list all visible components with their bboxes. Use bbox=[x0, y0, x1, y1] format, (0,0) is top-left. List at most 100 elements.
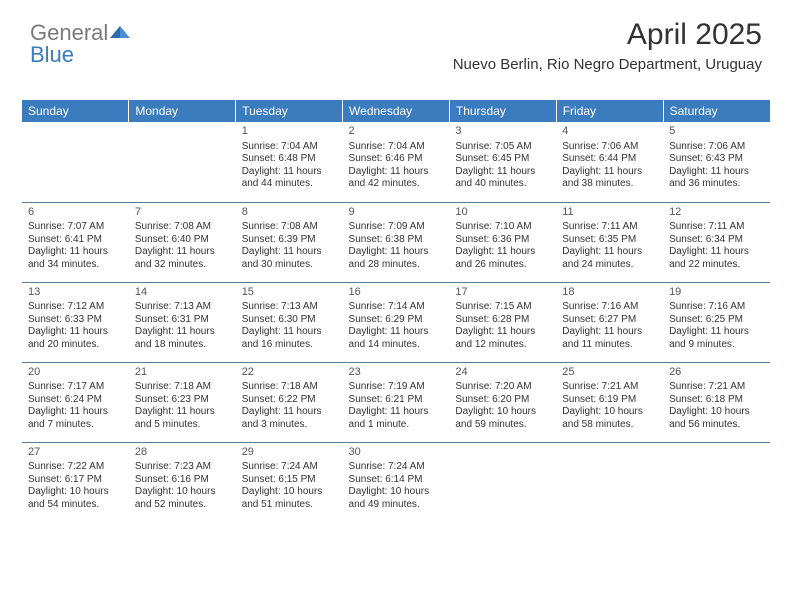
calendar-day-cell: 21Sunrise: 7:18 AMSunset: 6:23 PMDayligh… bbox=[129, 362, 236, 442]
sunrise-text: Sunrise: 7:22 AM bbox=[28, 461, 123, 474]
sunrise-text: Sunrise: 7:11 AM bbox=[669, 221, 764, 234]
header-wednesday: Wednesday bbox=[343, 100, 450, 122]
sunrise-text: Sunrise: 7:20 AM bbox=[455, 381, 550, 394]
sunrise-text: Sunrise: 7:13 AM bbox=[135, 301, 230, 314]
day-number: 2 bbox=[349, 125, 444, 139]
day-number: 12 bbox=[669, 206, 764, 220]
sunrise-text: Sunrise: 7:04 AM bbox=[242, 141, 337, 154]
calendar-day-cell: 27Sunrise: 7:22 AMSunset: 6:17 PMDayligh… bbox=[22, 442, 129, 522]
daylight-text: Daylight: 11 hours and 44 minutes. bbox=[242, 166, 337, 191]
day-number: 24 bbox=[455, 366, 550, 380]
daylight-text: Daylight: 10 hours and 54 minutes. bbox=[28, 486, 123, 511]
sunset-text: Sunset: 6:18 PM bbox=[669, 394, 764, 407]
daylight-text: Daylight: 11 hours and 7 minutes. bbox=[28, 406, 123, 431]
sunset-text: Sunset: 6:44 PM bbox=[562, 153, 657, 166]
sunset-text: Sunset: 6:39 PM bbox=[242, 234, 337, 247]
daylight-text: Daylight: 11 hours and 22 minutes. bbox=[669, 246, 764, 271]
calendar-day-cell: 7Sunrise: 7:08 AMSunset: 6:40 PMDaylight… bbox=[129, 202, 236, 282]
day-number: 17 bbox=[455, 286, 550, 300]
sunrise-text: Sunrise: 7:08 AM bbox=[135, 221, 230, 234]
header-tuesday: Tuesday bbox=[236, 100, 343, 122]
daylight-text: Daylight: 11 hours and 32 minutes. bbox=[135, 246, 230, 271]
sunset-text: Sunset: 6:31 PM bbox=[135, 314, 230, 327]
calendar-day-cell: 24Sunrise: 7:20 AMSunset: 6:20 PMDayligh… bbox=[449, 362, 556, 442]
sunrise-text: Sunrise: 7:16 AM bbox=[669, 301, 764, 314]
calendar-day-cell: 4Sunrise: 7:06 AMSunset: 6:44 PMDaylight… bbox=[556, 122, 663, 202]
sunset-text: Sunset: 6:35 PM bbox=[562, 234, 657, 247]
sunset-text: Sunset: 6:34 PM bbox=[669, 234, 764, 247]
sunrise-text: Sunrise: 7:13 AM bbox=[242, 301, 337, 314]
sunrise-text: Sunrise: 7:24 AM bbox=[349, 461, 444, 474]
day-number: 16 bbox=[349, 286, 444, 300]
calendar-day-cell: 12Sunrise: 7:11 AMSunset: 6:34 PMDayligh… bbox=[663, 202, 770, 282]
calendar-day-cell bbox=[449, 442, 556, 522]
daylight-text: Daylight: 10 hours and 58 minutes. bbox=[562, 406, 657, 431]
sunset-text: Sunset: 6:33 PM bbox=[28, 314, 123, 327]
calendar-day-cell: 22Sunrise: 7:18 AMSunset: 6:22 PMDayligh… bbox=[236, 362, 343, 442]
day-number: 13 bbox=[28, 286, 123, 300]
calendar-week-row: 27Sunrise: 7:22 AMSunset: 6:17 PMDayligh… bbox=[22, 442, 770, 522]
header-thursday: Thursday bbox=[449, 100, 556, 122]
day-number: 27 bbox=[28, 446, 123, 460]
calendar-day-cell: 8Sunrise: 7:08 AMSunset: 6:39 PMDaylight… bbox=[236, 202, 343, 282]
sunset-text: Sunset: 6:29 PM bbox=[349, 314, 444, 327]
sunrise-text: Sunrise: 7:21 AM bbox=[669, 381, 764, 394]
sunrise-text: Sunrise: 7:05 AM bbox=[455, 141, 550, 154]
calendar-day-cell: 2Sunrise: 7:04 AMSunset: 6:46 PMDaylight… bbox=[343, 122, 450, 202]
day-number: 11 bbox=[562, 206, 657, 220]
daylight-text: Daylight: 11 hours and 14 minutes. bbox=[349, 326, 444, 351]
calendar-day-cell bbox=[556, 442, 663, 522]
calendar-day-cell: 19Sunrise: 7:16 AMSunset: 6:25 PMDayligh… bbox=[663, 282, 770, 362]
header-sunday: Sunday bbox=[22, 100, 129, 122]
sunrise-text: Sunrise: 7:12 AM bbox=[28, 301, 123, 314]
day-number: 9 bbox=[349, 206, 444, 220]
calendar-day-cell: 1Sunrise: 7:04 AMSunset: 6:48 PMDaylight… bbox=[236, 122, 343, 202]
sunrise-text: Sunrise: 7:14 AM bbox=[349, 301, 444, 314]
location-subtitle: Nuevo Berlin, Rio Negro Department, Urug… bbox=[453, 56, 762, 73]
daylight-text: Daylight: 11 hours and 42 minutes. bbox=[349, 166, 444, 191]
day-number: 7 bbox=[135, 206, 230, 220]
sunset-text: Sunset: 6:20 PM bbox=[455, 394, 550, 407]
sunrise-text: Sunrise: 7:17 AM bbox=[28, 381, 123, 394]
daylight-text: Daylight: 11 hours and 3 minutes. bbox=[242, 406, 337, 431]
daylight-text: Daylight: 11 hours and 11 minutes. bbox=[562, 326, 657, 351]
logo-icon bbox=[110, 20, 132, 46]
daylight-text: Daylight: 11 hours and 24 minutes. bbox=[562, 246, 657, 271]
calendar-table: Sunday Monday Tuesday Wednesday Thursday… bbox=[22, 100, 770, 522]
sunrise-text: Sunrise: 7:08 AM bbox=[242, 221, 337, 234]
sunset-text: Sunset: 6:19 PM bbox=[562, 394, 657, 407]
daylight-text: Daylight: 11 hours and 9 minutes. bbox=[669, 326, 764, 351]
day-number: 28 bbox=[135, 446, 230, 460]
calendar-day-cell: 28Sunrise: 7:23 AMSunset: 6:16 PMDayligh… bbox=[129, 442, 236, 522]
day-number: 25 bbox=[562, 366, 657, 380]
sunrise-text: Sunrise: 7:24 AM bbox=[242, 461, 337, 474]
calendar-day-cell: 5Sunrise: 7:06 AMSunset: 6:43 PMDaylight… bbox=[663, 122, 770, 202]
day-number: 4 bbox=[562, 125, 657, 139]
sunset-text: Sunset: 6:27 PM bbox=[562, 314, 657, 327]
daylight-text: Daylight: 11 hours and 26 minutes. bbox=[455, 246, 550, 271]
sunset-text: Sunset: 6:25 PM bbox=[669, 314, 764, 327]
sunset-text: Sunset: 6:24 PM bbox=[28, 394, 123, 407]
daylight-text: Daylight: 10 hours and 52 minutes. bbox=[135, 486, 230, 511]
calendar-day-cell: 9Sunrise: 7:09 AMSunset: 6:38 PMDaylight… bbox=[343, 202, 450, 282]
sunset-text: Sunset: 6:30 PM bbox=[242, 314, 337, 327]
daylight-text: Daylight: 11 hours and 5 minutes. bbox=[135, 406, 230, 431]
calendar-day-cell: 13Sunrise: 7:12 AMSunset: 6:33 PMDayligh… bbox=[22, 282, 129, 362]
calendar-day-cell: 16Sunrise: 7:14 AMSunset: 6:29 PMDayligh… bbox=[343, 282, 450, 362]
sunset-text: Sunset: 6:45 PM bbox=[455, 153, 550, 166]
calendar-day-cell: 18Sunrise: 7:16 AMSunset: 6:27 PMDayligh… bbox=[556, 282, 663, 362]
calendar-day-cell: 29Sunrise: 7:24 AMSunset: 6:15 PMDayligh… bbox=[236, 442, 343, 522]
day-number: 22 bbox=[242, 366, 337, 380]
day-number: 18 bbox=[562, 286, 657, 300]
sunrise-text: Sunrise: 7:09 AM bbox=[349, 221, 444, 234]
sunset-text: Sunset: 6:43 PM bbox=[669, 153, 764, 166]
logo-text-blue: Blue bbox=[30, 42, 74, 68]
day-number: 30 bbox=[349, 446, 444, 460]
sunrise-text: Sunrise: 7:10 AM bbox=[455, 221, 550, 234]
sunset-text: Sunset: 6:14 PM bbox=[349, 474, 444, 487]
sunset-text: Sunset: 6:38 PM bbox=[349, 234, 444, 247]
sunrise-text: Sunrise: 7:18 AM bbox=[242, 381, 337, 394]
daylight-text: Daylight: 11 hours and 34 minutes. bbox=[28, 246, 123, 271]
calendar-day-cell: 23Sunrise: 7:19 AMSunset: 6:21 PMDayligh… bbox=[343, 362, 450, 442]
calendar-day-cell: 25Sunrise: 7:21 AMSunset: 6:19 PMDayligh… bbox=[556, 362, 663, 442]
